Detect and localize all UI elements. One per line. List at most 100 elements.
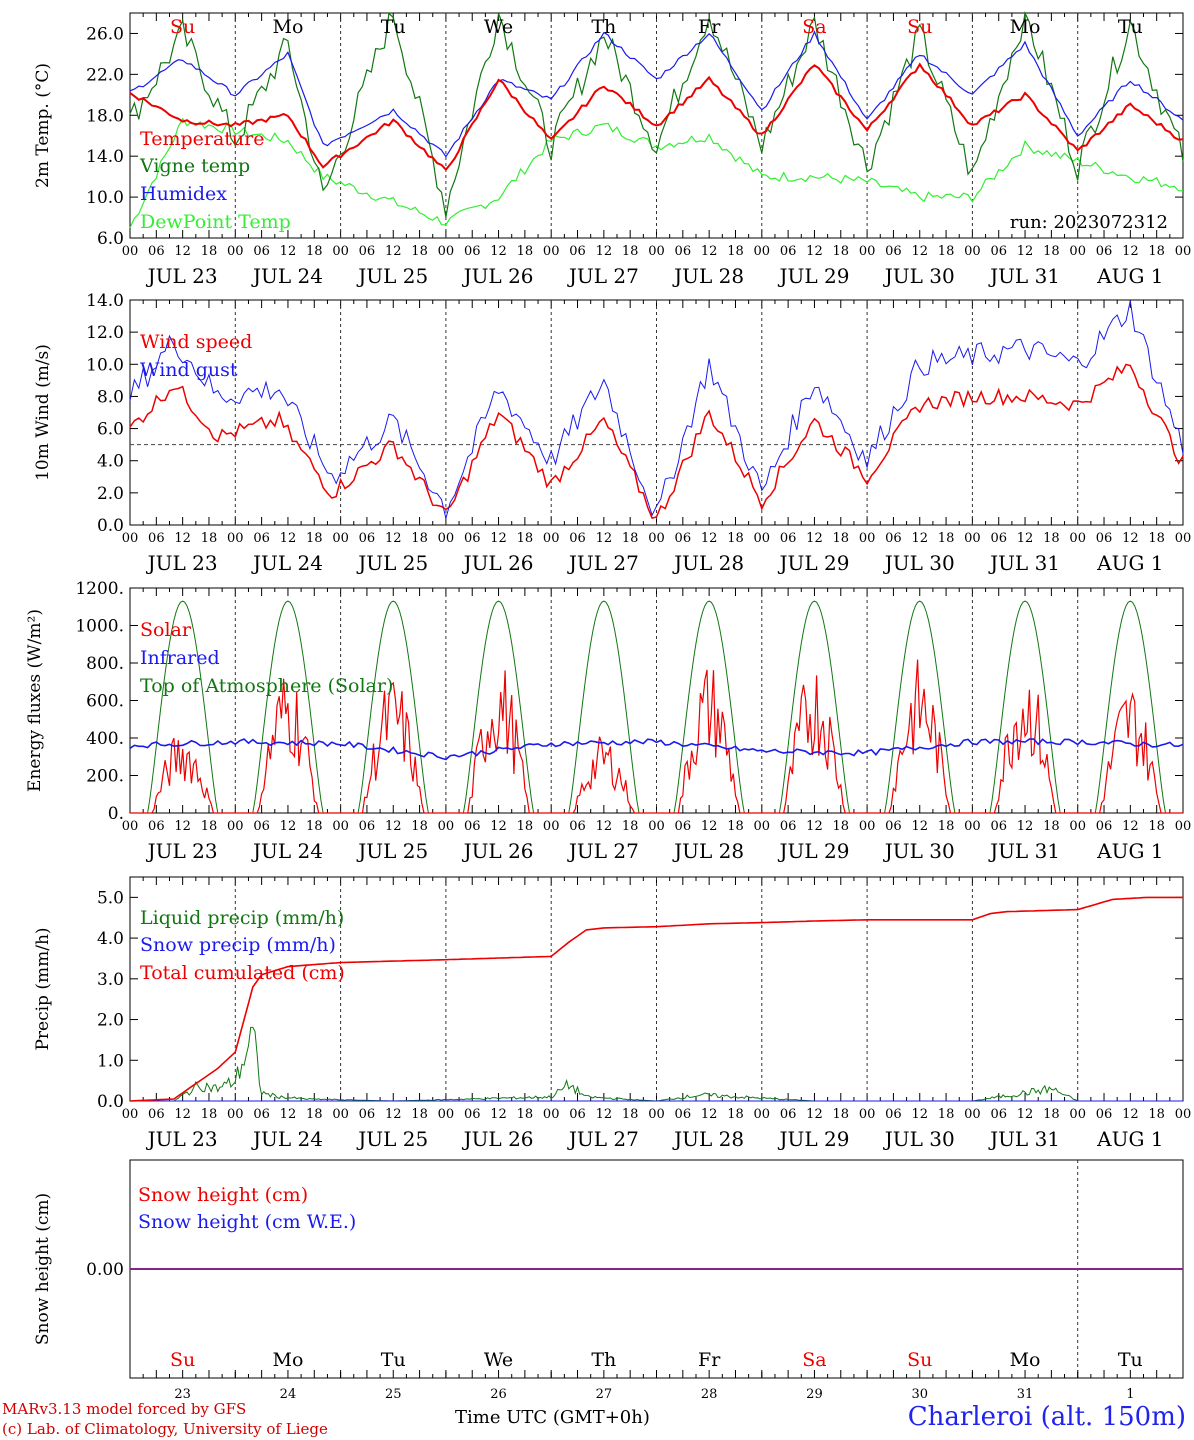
date-label: AUG 1: [1096, 839, 1163, 863]
hour-label: 18: [201, 531, 218, 546]
hour-label: 12: [385, 531, 402, 546]
hour-label: 12: [280, 531, 297, 546]
hour-label: 00: [754, 244, 771, 259]
hour-label: 00: [543, 531, 560, 546]
date-label: JUL 27: [567, 1127, 639, 1151]
hour-label: 06: [675, 531, 692, 546]
hour-label: 12: [1017, 1107, 1034, 1122]
y-axis-label: Snow height (cm): [33, 1193, 53, 1345]
legend-entry: Top of Atmosphere (Solar): [140, 675, 393, 697]
hour-label: 00: [122, 819, 139, 834]
y-tick-label: 14.0: [86, 147, 124, 167]
panel-5: [129, 1159, 1184, 1379]
date-label: JUL 23: [146, 551, 218, 575]
hour-label: 00: [859, 531, 876, 546]
hour-label: 00: [648, 531, 665, 546]
hour-label: 06: [990, 1107, 1007, 1122]
hour-label: 00: [543, 1107, 560, 1122]
hour-label: 06: [253, 531, 270, 546]
date-label: JUL 23: [146, 1127, 218, 1151]
hour-label: 18: [727, 1107, 744, 1122]
hour-label: 18: [622, 531, 639, 546]
hour-label: 06: [359, 819, 376, 834]
hour-label: 00: [754, 1107, 771, 1122]
hour-label: 00: [1175, 819, 1192, 834]
y-tick-label: 5.0: [97, 888, 124, 908]
date-label: JUL 25: [356, 1127, 428, 1151]
hour-label: 06: [464, 819, 481, 834]
y-tick-label: 2.0: [97, 1011, 124, 1031]
hour-label: 06: [885, 819, 902, 834]
hour-label: 06: [675, 1107, 692, 1122]
weekday-label: Fr: [698, 1349, 721, 1371]
y-tick-label: 800.: [86, 654, 124, 674]
hour-label: 18: [1148, 244, 1165, 259]
y-tick-label: 22.0: [86, 65, 124, 85]
hour-label: 06: [148, 1107, 165, 1122]
hour-label: 06: [1096, 244, 1113, 259]
hour-label: 18: [938, 1107, 955, 1122]
day-number-label: 23: [174, 1387, 191, 1402]
hour-label: 18: [622, 819, 639, 834]
legend-entry: Wind gust: [140, 359, 238, 381]
y-tick-label: 0.0: [97, 516, 124, 536]
y-axis-label: Energy fluxes (W/m²): [25, 609, 45, 792]
hour-label: 12: [911, 244, 928, 259]
legend-entry: Solar: [140, 619, 192, 641]
weekday-label: Tu: [381, 16, 406, 38]
date-label: JUL 28: [672, 1127, 744, 1151]
hour-label: 06: [780, 1107, 797, 1122]
station-title: Charleroi (alt. 150m): [907, 1402, 1186, 1432]
date-label: JUL 27: [567, 839, 639, 863]
hour-label: 06: [464, 244, 481, 259]
date-label: JUL 30: [883, 1127, 955, 1151]
hour-label: 06: [359, 531, 376, 546]
weekday-label: Fr: [698, 16, 721, 38]
hour-label: 12: [1017, 819, 1034, 834]
date-label: JUL 25: [356, 551, 428, 575]
day-number-label: 1: [1126, 1387, 1134, 1402]
hour-label: 18: [938, 244, 955, 259]
hour-label: 06: [148, 244, 165, 259]
plot-frame: [129, 587, 1184, 814]
hour-label: 00: [438, 819, 455, 834]
hour-label: 06: [464, 531, 481, 546]
hour-label: 06: [1096, 531, 1113, 546]
hour-label: 18: [306, 819, 323, 834]
weekday-label: Su: [907, 1349, 932, 1371]
y-tick-label: 8.0: [97, 387, 124, 407]
series-infrared: [129, 738, 1184, 761]
weekday-label: Th: [591, 16, 616, 38]
day-number-label: 27: [596, 1387, 613, 1402]
hour-label: 06: [780, 244, 797, 259]
hour-label: 06: [990, 244, 1007, 259]
series-wind-gust: [129, 300, 1184, 519]
hour-label: 18: [1043, 819, 1060, 834]
hour-label: 00: [1175, 244, 1192, 259]
date-label: JUL 28: [672, 264, 744, 288]
hour-label: 06: [464, 1107, 481, 1122]
hour-label: 12: [490, 1107, 507, 1122]
legend-entry: Humidex: [140, 183, 227, 205]
date-label: AUG 1: [1096, 264, 1163, 288]
hour-label: 06: [780, 819, 797, 834]
series-humidex: [129, 30, 1184, 158]
panel-3: [129, 587, 1184, 814]
series-dewpoint-temp: [129, 117, 1184, 229]
date-label: JUL 31: [988, 264, 1060, 288]
hour-label: 18: [622, 244, 639, 259]
hour-label: 00: [332, 531, 349, 546]
date-label: JUL 29: [777, 264, 849, 288]
hour-label: 06: [148, 531, 165, 546]
hour-label: 12: [174, 531, 191, 546]
hour-label: 12: [490, 819, 507, 834]
y-tick-label: 0.00: [86, 1260, 124, 1280]
hour-label: 18: [1148, 531, 1165, 546]
hour-label: 00: [227, 819, 244, 834]
model-credit: MARv3.13 model forced by GFS: [2, 1400, 247, 1418]
hour-label: 12: [701, 819, 718, 834]
hour-label: 18: [938, 531, 955, 546]
hour-label: 12: [490, 531, 507, 546]
y-tick-label: 10.0: [86, 355, 124, 375]
